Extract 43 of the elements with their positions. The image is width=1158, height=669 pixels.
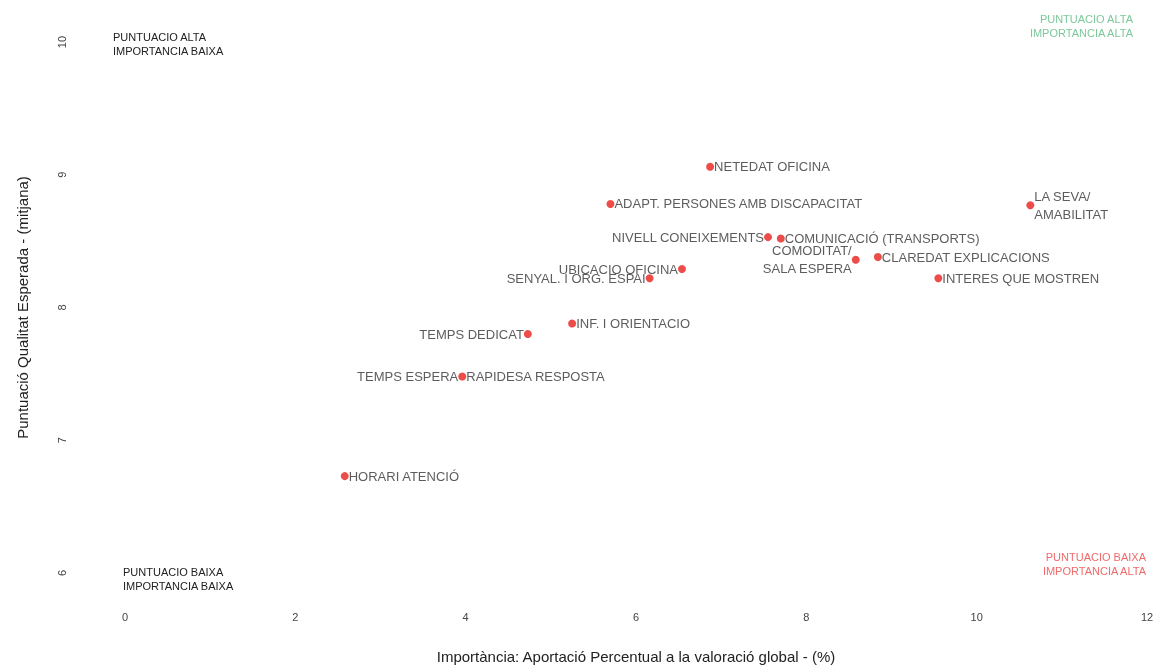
annotation: HORARI ATENCIÓ: [348, 468, 460, 484]
y-tick-label: 6: [55, 569, 68, 577]
annotation: COMODITAT/ SALA ESPERA: [762, 243, 853, 277]
point: [776, 234, 785, 243]
annotation: TEMPS ESPERA: [357, 369, 459, 385]
annotation: RAPIDESA RESPOSTA: [466, 369, 606, 385]
point: [340, 472, 349, 481]
y-tick-label: 10: [55, 35, 68, 49]
annotation: LA SEVA/ AMABILITAT: [1034, 188, 1109, 222]
y-tick-label: 8: [55, 304, 68, 311]
annotation: COMUNICACIÓ (TRANSPORTS): [784, 230, 980, 246]
y-tick-label: 7: [55, 437, 68, 444]
point: [934, 274, 943, 283]
annotation: INTERES QUE MOSTREN: [942, 270, 1100, 286]
point: [764, 233, 773, 242]
x-tick-label: 0: [121, 610, 129, 623]
x-tick-label: 12: [1140, 610, 1154, 623]
x-tick-label: 4: [462, 610, 469, 623]
annotation: PUNTUACIO ALTA IMPORTANCIA BAIXA: [113, 31, 224, 57]
point: [851, 255, 860, 264]
annotation: INF. I ORIENTACIO: [576, 315, 691, 331]
annotation: TEMPS DEDICAT: [419, 326, 524, 342]
x-tick-label: 2: [292, 610, 299, 623]
annotation: CLAREDAT EXPLICACIONS: [881, 249, 1051, 265]
text: PUNTUACIO ALTA IMPORTANCIA ALTA: [1029, 13, 1134, 39]
annotation: NETEDAT OFICINA: [714, 159, 831, 175]
x-tick-label: 8: [803, 610, 810, 623]
y-axis-title: Puntuació Qualitat Esperada - (mitjana): [14, 176, 31, 439]
x-axis-title: Importància: Aportació Percentual a la valoració global - (%): [436, 648, 836, 665]
annotation: PUNTUACIO BAIXA IMPORTANCIA ALTA: [1042, 551, 1147, 577]
annotation: NIVELL CONEIXEMENTS: [612, 229, 765, 245]
point: [678, 265, 686, 273]
point: [1026, 201, 1035, 210]
point: [645, 274, 654, 283]
annotation: PUNTUACIO BAIXA IMPORTANCIA BAIXA: [123, 566, 234, 592]
x-tick-label: 6: [632, 610, 640, 623]
point: [458, 372, 467, 381]
point: [873, 253, 882, 262]
y-tick-label: 9: [55, 171, 68, 178]
annotation: ADAPT. PERSONES AMB DISCAPACITAT: [614, 196, 863, 212]
point: [568, 319, 577, 328]
point: [706, 162, 715, 171]
x-tick-label: 10: [970, 610, 983, 623]
